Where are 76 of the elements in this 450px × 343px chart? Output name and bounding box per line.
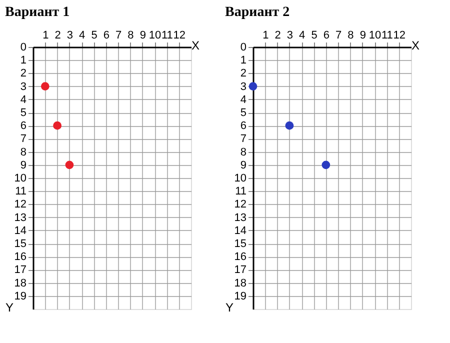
y-tick-label: 18 — [14, 277, 26, 290]
x-tick-label: 12 — [173, 30, 186, 42]
x-tick-label: 4 — [299, 30, 306, 42]
x-tick-label: 7 — [116, 30, 122, 42]
x-tick-label: 12 — [393, 30, 406, 42]
y-tick-label: 14 — [234, 224, 246, 237]
x-tick-label: 7 — [336, 30, 342, 42]
y-tick-label: 4 — [240, 94, 246, 106]
y-tick-label: 6 — [240, 120, 246, 132]
x-tick-label: 2 — [274, 30, 281, 42]
y-tick-label: 15 — [14, 238, 26, 250]
x-tick-label: 11 — [381, 30, 393, 42]
x-tick-label: 5 — [311, 30, 318, 42]
y-tick-label: 14 — [14, 224, 26, 237]
y-tick-label: 2 — [20, 68, 26, 80]
y-tick-label: 7 — [240, 133, 246, 146]
x-tick-label: 6 — [323, 30, 330, 42]
y-tick-label: 10 — [14, 172, 26, 184]
y-tick-label: 16 — [234, 251, 246, 264]
y-tick-label: 8 — [20, 146, 26, 158]
y-tick-label: 9 — [20, 159, 26, 172]
y-tick-label: 7 — [20, 133, 26, 146]
y-tick-label: 12 — [234, 198, 246, 211]
y-tick-label: 8 — [240, 146, 246, 158]
x-tick-label: 1 — [42, 30, 49, 42]
y-tick-label: 6 — [20, 120, 26, 132]
x-tick-label: 6 — [103, 30, 110, 42]
y-tick-label: 13 — [234, 212, 246, 224]
x-tick-label: 10 — [368, 30, 382, 42]
y-tick-label: 9 — [240, 159, 246, 172]
y-tick-label: 12 — [14, 198, 26, 211]
x-tick-label: 9 — [140, 30, 146, 42]
y-tick-label: 11 — [15, 186, 26, 198]
point — [53, 121, 62, 130]
y-tick-label: 5 — [20, 107, 26, 119]
y-tick-label: 19 — [14, 290, 26, 302]
y-tick-label: 5 — [240, 107, 246, 119]
y-tick-label: 18 — [234, 277, 246, 290]
x-tick-label: 8 — [348, 30, 354, 42]
x-tick-label: 10 — [148, 30, 162, 42]
y-tick-label: 16 — [14, 251, 26, 264]
y-tick-label: 17 — [14, 264, 26, 276]
y-tick-label: 1 — [20, 54, 26, 67]
y-tick-label: 0 — [240, 42, 246, 54]
chart-title: Вариант 1 — [5, 5, 70, 20]
y-tick-label: 3 — [240, 80, 246, 93]
x-axis-title: X — [191, 38, 200, 52]
y-tick-label: 4 — [20, 94, 26, 106]
point — [65, 160, 74, 170]
x-tick-label: 11 — [161, 30, 173, 42]
x-tick-label: 4 — [79, 30, 86, 42]
x-tick-label: 2 — [54, 30, 61, 42]
y-tick-label: 3 — [20, 80, 26, 93]
y-tick-label: 10 — [234, 172, 246, 184]
point — [322, 160, 330, 170]
y-tick-label: 13 — [14, 212, 26, 224]
x-tick-label: 3 — [286, 30, 294, 42]
x-tick-label: 8 — [128, 30, 134, 42]
x-tick-label: 5 — [91, 30, 98, 42]
chart-title: Вариант 2 — [225, 5, 290, 20]
y-tick-label: 11 — [235, 186, 246, 198]
y-axis-title: Y — [225, 300, 234, 314]
y-tick-label: 1 — [240, 54, 246, 67]
x-tick-label: 9 — [360, 30, 366, 42]
x-tick-label: 1 — [262, 30, 269, 42]
point — [285, 121, 294, 130]
y-tick-label: 19 — [234, 290, 246, 302]
y-axis-title: Y — [5, 300, 14, 314]
point — [248, 82, 258, 90]
y-tick-label: 17 — [234, 264, 246, 276]
y-tick-label: 2 — [240, 68, 246, 80]
x-tick-label: 3 — [66, 30, 74, 42]
x-axis-title: X — [411, 38, 420, 52]
y-tick-label: 0 — [20, 42, 26, 54]
y-tick-label: 15 — [234, 238, 246, 250]
point — [40, 82, 50, 90]
